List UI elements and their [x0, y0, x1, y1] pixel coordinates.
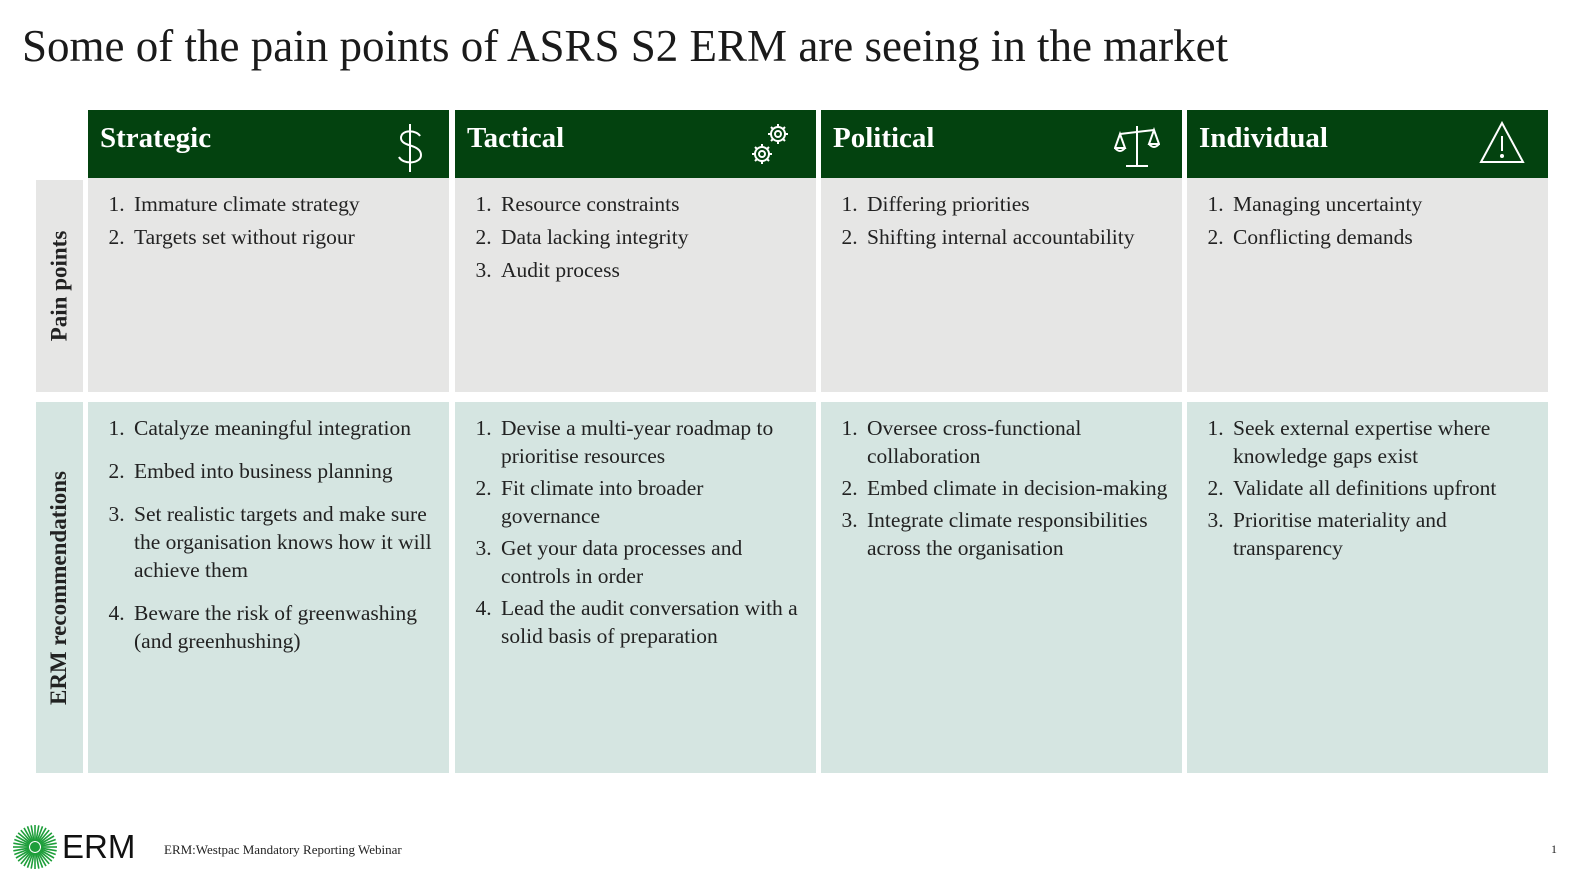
pain-point: Immature climate strategy [130, 190, 437, 218]
column-heading: Strategic [100, 122, 212, 154]
recommendation: Validate all definitions upfront [1229, 474, 1536, 502]
pain-point: Shifting internal accountability [863, 223, 1170, 251]
footer-text: ERM:Westpac Mandatory Reporting Webinar [164, 842, 402, 857]
row-label-text: ERM recommendations [46, 470, 72, 705]
column-heading: Individual [1199, 122, 1328, 154]
slide-title: Some of the pain points of ASRS S2 ERM a… [22, 21, 1229, 71]
column-header: Political [821, 110, 1182, 178]
icon-gears [752, 124, 788, 164]
recommendations-list: Catalyze meaningful integration Embed int… [88, 402, 449, 655]
recommendation: Beware the risk of greenwashing (and gre… [130, 599, 437, 655]
recommendation: Oversee cross-functional collaboration [863, 414, 1170, 470]
recommendations-list: Devise a multi-year roadmap to prioritis… [455, 402, 816, 650]
icon-dollar [398, 124, 423, 172]
pain-points-cell: Differing priorities Shifting internal ac… [821, 178, 1182, 392]
recommendation: Catalyze meaningful integration [130, 414, 437, 442]
recommendation: Fit climate into broader governance [497, 474, 804, 530]
pain-points-list: Differing priorities Shifting internal ac… [821, 178, 1182, 251]
pain-points-cell: Resource constraints Data lacking integri… [455, 178, 816, 392]
pain-points-list: Resource constraints Data lacking integri… [455, 178, 816, 284]
recommendations-cell: Catalyze meaningful integration Embed int… [88, 402, 449, 773]
icon-warning [1479, 120, 1525, 163]
column-header: Tactical [455, 110, 816, 178]
recommendation: Set realistic targets and make sure the … [130, 500, 437, 584]
row-label-text: Pain points [46, 230, 72, 342]
pain-point: Targets set without rigour [130, 223, 437, 251]
recommendation: Embed climate in decision-making [863, 474, 1170, 502]
pain-points-list: Managing uncertainty Conflicting demands [1187, 178, 1548, 251]
recommendation: Integrate climate responsibilities acros… [863, 506, 1170, 562]
recommendation: Prioritise materiality and transparency [1229, 506, 1536, 562]
recommendation: Embed into business planning [130, 457, 437, 485]
recommendations-list: Seek external expertise where knowledge … [1187, 402, 1548, 562]
column-heading: Political [833, 122, 935, 154]
recommendation: Get your data processes and controls in … [497, 534, 804, 590]
recommendation: Devise a multi-year roadmap to prioritis… [497, 414, 804, 470]
pain-point: Data lacking integrity [497, 223, 804, 251]
recommendation: Seek external expertise where knowledge … [1229, 414, 1536, 470]
logo-mark [13, 825, 57, 869]
page-number: 1 [1551, 842, 1557, 856]
row-label: Pain points [36, 180, 83, 392]
row-label: ERM recommendations [36, 402, 83, 773]
recommendation: Lead the audit conversation with a solid… [497, 594, 804, 650]
pain-point: Audit process [497, 256, 804, 284]
pain-points-list: Immature climate strategy Targets set wit… [88, 178, 449, 251]
pain-point: Managing uncertainty [1229, 190, 1536, 218]
pain-point: Conflicting demands [1229, 223, 1536, 251]
logo-text: ERM [62, 828, 136, 865]
pain-points-cell: Immature climate strategy Targets set wit… [88, 178, 449, 392]
recommendations-list: Oversee cross-functional collaboration Em… [821, 402, 1182, 562]
recommendations-cell: Oversee cross-functional collaboration Em… [821, 402, 1182, 773]
column-heading: Tactical [467, 122, 565, 154]
column-header: Individual [1187, 110, 1548, 178]
column-header: Strategic [88, 110, 449, 178]
pain-points-cell: Managing uncertainty Conflicting demands [1187, 178, 1548, 392]
recommendations-cell: Seek external expertise where knowledge … [1187, 402, 1548, 773]
icon-scales [1114, 126, 1160, 167]
pain-point: Resource constraints [497, 190, 804, 218]
recommendations-cell: Devise a multi-year roadmap to prioritis… [455, 402, 816, 773]
pain-point: Differing priorities [863, 190, 1170, 218]
